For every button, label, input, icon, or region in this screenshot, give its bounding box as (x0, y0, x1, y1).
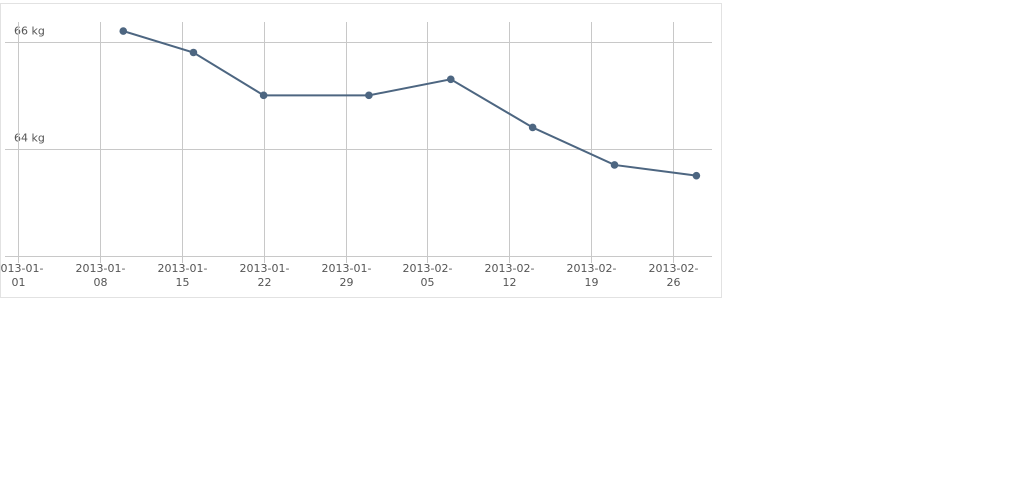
y-tick-label: 64 kg (14, 132, 45, 145)
x-tick-label: 2013-02-19 (567, 262, 617, 289)
data-point (365, 91, 373, 100)
chart-panel (0, 3, 722, 298)
x-tick-label: 2013-01-01 (0, 262, 43, 289)
data-point (692, 171, 701, 180)
x-tick-label: 2013-01-29 (322, 262, 372, 289)
x-tick-label: 2013-02-12 (485, 262, 535, 289)
data-point (610, 161, 619, 169)
x-tick-label: 2013-01-22 (240, 262, 290, 289)
data-point (446, 75, 455, 84)
x-tick-label: 2013-02-26 (649, 262, 699, 289)
x-tick-label: 2013-01-08 (76, 262, 126, 289)
x-tick-label: 2013-01-15 (158, 262, 208, 289)
data-point (119, 27, 128, 35)
y-tick-label: 66 kg (14, 25, 45, 38)
data-line (122, 30, 697, 177)
data-point (259, 91, 268, 100)
x-tick-label: 2013-02-05 (403, 262, 453, 289)
data-point (528, 123, 537, 132)
data-point (189, 48, 198, 57)
